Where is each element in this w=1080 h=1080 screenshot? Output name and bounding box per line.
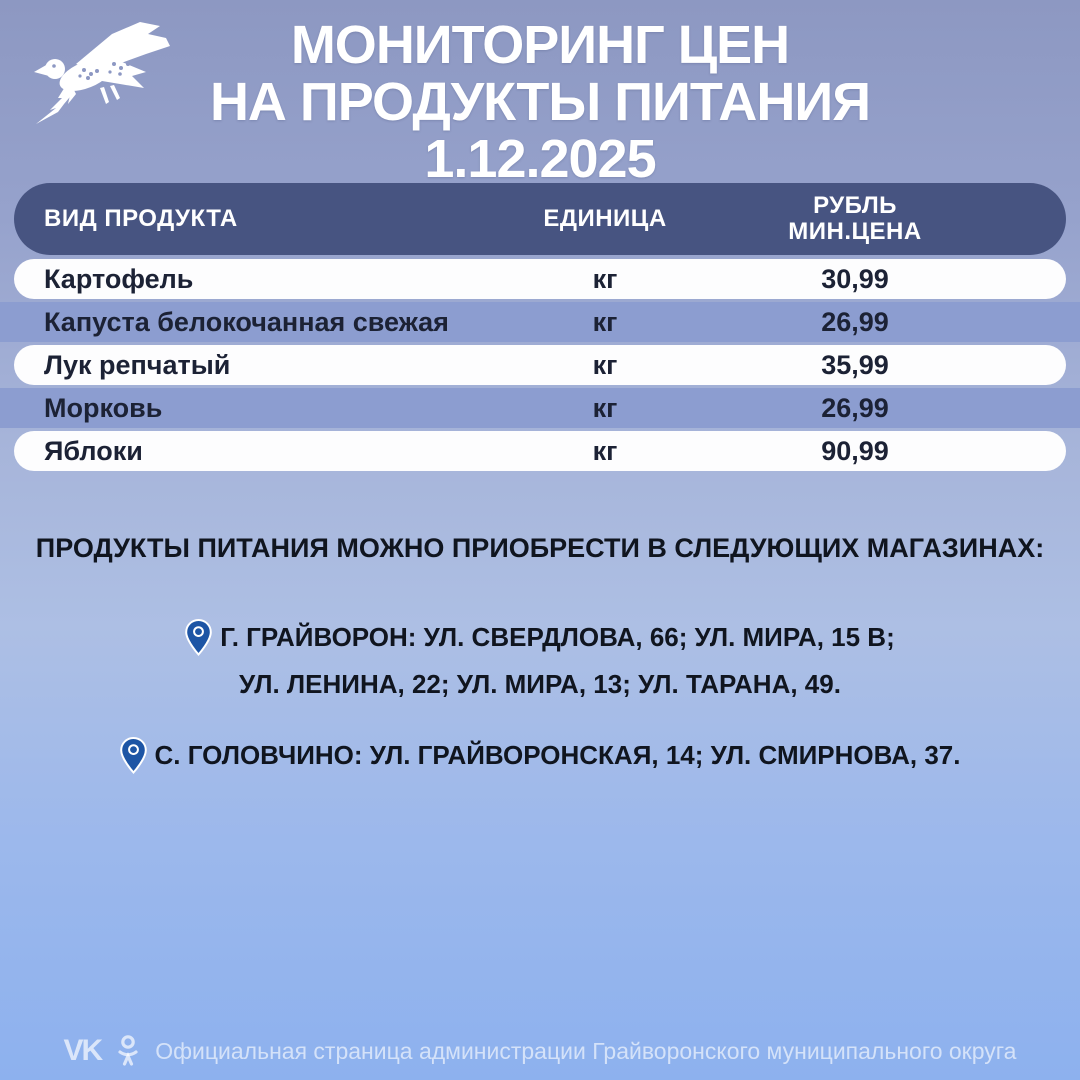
col-header-unit: ЕДИНИЦА (543, 205, 667, 232)
ok-icon (118, 1035, 138, 1066)
product-name: Лук репчатый (44, 349, 231, 380)
table-row: Морковь кг 26,99 (0, 388, 1080, 428)
product-price: 26,99 (821, 392, 889, 423)
price-table: ВИД ПРОДУКТА ЕДИНИЦА РУБЛЬ МИН.ЦЕНА Карт… (0, 183, 1080, 474)
product-price: 90,99 (821, 435, 889, 466)
location-line: УЛ. ЛЕНИНА, 22; УЛ. МИРА, 13; УЛ. ТАРАНА… (239, 669, 841, 699)
table-header: ВИД ПРОДУКТА ЕДИНИЦА РУБЛЬ МИН.ЦЕНА (0, 183, 1080, 255)
footer: VK Официальная страница администрации Гр… (0, 1034, 1080, 1068)
product-name: Морковь (44, 392, 163, 423)
table-row: Лук репчатый кг 35,99 (0, 345, 1080, 385)
product-unit: кг (592, 306, 618, 337)
product-price: 35,99 (821, 349, 889, 380)
vk-icon: VK (63, 1034, 104, 1067)
product-price: 26,99 (821, 306, 889, 337)
col-header-product: ВИД ПРОДУКТА (44, 205, 238, 232)
product-unit: кг (592, 435, 618, 466)
footer-text: Официальная страница администрации Грайв… (155, 1037, 1017, 1064)
product-unit: кг (592, 349, 618, 380)
product-name: Яблоки (44, 435, 143, 466)
product-unit: кг (592, 392, 618, 423)
location-grayvoron: Г. ГРАЙВОРОН: УЛ. СВЕРДЛОВА, 66; УЛ. МИР… (0, 614, 1080, 708)
product-name: Картофель (44, 263, 194, 294)
map-pin-icon (185, 619, 213, 656)
location-golovchino: С. ГОЛОВЧИНО: УЛ. ГРАЙВОРОНСКАЯ, 14; УЛ.… (0, 732, 1080, 779)
table-row: Картофель кг 30,99 (0, 259, 1080, 299)
col-header-price: РУБЛЬ МИН.ЦЕНА (788, 191, 922, 245)
title-line-2: НА ПРОДУКТЫ ПИТАНИЯ (209, 72, 871, 132)
product-price: 30,99 (821, 263, 889, 294)
table-row: Яблоки кг 90,99 (0, 431, 1080, 471)
product-name: Капуста белокочанная свежая (44, 306, 449, 337)
map-pin-icon (119, 737, 147, 774)
title-line-1: МОНИТОРИНГ ЦЕН (290, 15, 790, 75)
page-title: МОНИТОРИНГ ЦЕН НА ПРОДУКТЫ ПИТАНИЯ 1.12.… (0, 18, 1080, 189)
shops-heading: ПРОДУКТЫ ПИТАНИЯ МОЖНО ПРИОБРЕСТИ В СЛЕД… (35, 533, 1045, 563)
bird-logo-icon (34, 22, 170, 124)
product-unit: кг (592, 263, 618, 294)
title-date: 1.12.2025 (424, 129, 656, 189)
table-row: Капуста белокочанная свежая кг 26,99 (0, 302, 1080, 342)
location-line: Г. ГРАЙВОРОН: УЛ. СВЕРДЛОВА, 66; УЛ. МИР… (220, 622, 895, 652)
location-line: С. ГОЛОВЧИНО: УЛ. ГРАЙВОРОНСКАЯ, 14; УЛ.… (154, 740, 961, 770)
shops-section: ПРОДУКТЫ ПИТАНИЯ МОЖНО ПРИОБРЕСТИ В СЛЕД… (0, 533, 1080, 779)
